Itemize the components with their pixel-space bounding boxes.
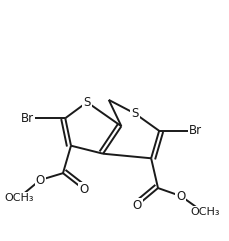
Text: OCH₃: OCH₃ [5, 193, 34, 203]
Text: Br: Br [189, 124, 202, 137]
Text: O: O [79, 183, 88, 196]
Text: O: O [133, 199, 142, 212]
Text: OCH₃: OCH₃ [190, 207, 220, 217]
Text: S: S [131, 107, 139, 120]
Text: S: S [83, 96, 91, 109]
Text: Br: Br [21, 112, 34, 125]
Text: O: O [35, 174, 45, 187]
Text: O: O [176, 190, 185, 203]
